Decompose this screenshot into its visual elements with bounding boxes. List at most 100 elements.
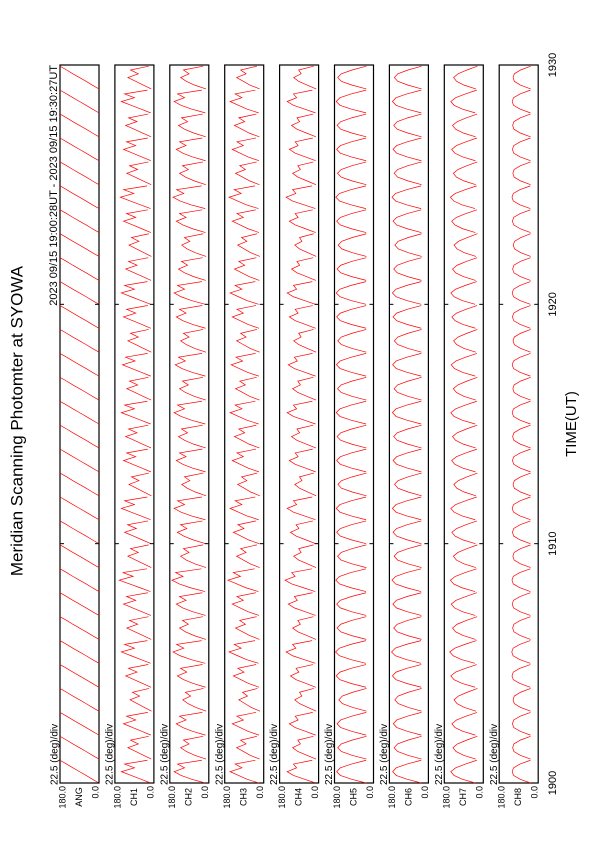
scan-trace <box>120 400 151 425</box>
scan-trace <box>285 185 316 209</box>
scan-trace <box>118 568 151 592</box>
scan-trace <box>175 448 206 473</box>
scan-trace <box>177 113 206 138</box>
scale-label: 22.5 (deg)/div <box>379 724 390 785</box>
scan-trace <box>335 664 367 688</box>
scan-trace <box>335 400 367 425</box>
x-axis-label: TIME(UT) <box>563 391 580 457</box>
scan-trace <box>511 281 531 305</box>
scan-trace <box>336 448 367 473</box>
panel-frame <box>59 64 100 784</box>
scan-trace <box>451 448 478 473</box>
scan-trace <box>173 400 206 425</box>
scan-trace <box>392 209 422 233</box>
scan-trace <box>392 520 422 545</box>
scan-trace <box>512 257 531 281</box>
y-tick-label: 180.0 <box>497 786 507 809</box>
channel-label: CH4 <box>293 788 303 806</box>
scan-trace <box>59 736 100 760</box>
scan-trace <box>128 233 152 257</box>
scan-trace <box>449 568 477 592</box>
scan-trace <box>124 424 152 449</box>
scan-trace <box>512 424 531 449</box>
scan-trace <box>294 233 317 257</box>
panel-frame <box>388 64 429 784</box>
scan-trace <box>229 400 259 425</box>
scan-trace <box>336 257 367 281</box>
scan-trace <box>228 185 259 209</box>
scan-trace <box>511 568 531 592</box>
y-tick-label: 180.0 <box>57 786 67 809</box>
scan-trace <box>236 233 260 257</box>
scan-trace <box>122 448 152 473</box>
scan-trace <box>59 257 100 281</box>
scan-trace <box>233 257 260 281</box>
scan-trace <box>179 329 207 353</box>
scan-trace <box>289 520 316 544</box>
scan-trace <box>335 640 367 664</box>
scan-trace <box>178 376 206 401</box>
scan-trace <box>285 640 316 664</box>
scan-trace <box>59 664 100 688</box>
scan-trace <box>336 113 367 138</box>
scan-trace <box>234 616 260 640</box>
scan-trace <box>451 712 478 736</box>
scan-trace <box>173 496 206 521</box>
scan-trace <box>175 209 206 233</box>
scan-trace <box>511 353 531 377</box>
scan-trace <box>59 329 100 353</box>
scan-trace <box>451 137 478 162</box>
scan-trace <box>120 640 151 664</box>
scan-trace <box>392 592 422 616</box>
scan-trace <box>59 712 100 736</box>
y-tick-label: 0.0 <box>310 786 320 799</box>
scan-trace <box>172 185 206 209</box>
scan-trace <box>392 353 422 377</box>
scan-trace <box>392 712 422 736</box>
scan-trace <box>231 305 260 329</box>
scan-trace <box>120 496 151 521</box>
scan-trace <box>234 161 260 185</box>
scan-trace <box>59 377 100 401</box>
scan-trace <box>288 305 316 329</box>
scan-trace <box>59 472 100 497</box>
scan-trace <box>393 376 422 401</box>
scan-trace <box>453 233 478 257</box>
scan-trace <box>392 448 422 473</box>
scale-label: 22.5 (deg)/div <box>269 724 280 785</box>
scan-trace <box>288 137 316 162</box>
scan-trace <box>337 376 367 401</box>
scan-trace <box>171 568 206 592</box>
scale-label: 22.5 (deg)/div <box>214 724 225 785</box>
scan-trace <box>59 568 100 592</box>
scan-trace <box>453 65 478 90</box>
y-tick-label: 180.0 <box>387 786 397 809</box>
scan-trace <box>288 448 316 473</box>
scan-trace <box>125 616 152 640</box>
scan-trace <box>231 592 260 616</box>
channel-label: CH3 <box>239 788 249 806</box>
scan-trace <box>512 520 531 544</box>
scan-trace <box>120 281 151 305</box>
panel-frame <box>169 64 210 784</box>
scan-trace <box>59 759 100 784</box>
scan-trace <box>59 616 100 640</box>
scan-trace <box>226 568 259 592</box>
panel-frame <box>114 64 155 784</box>
scan-trace <box>289 664 316 688</box>
channel-label: CH1 <box>129 788 139 806</box>
scan-trace <box>511 640 531 664</box>
scan-trace <box>124 113 152 138</box>
scan-trace <box>450 353 478 377</box>
panel-frame <box>498 64 539 784</box>
scan-trace <box>173 281 206 305</box>
scan-trace <box>336 592 367 616</box>
scan-trace <box>228 640 259 664</box>
scan-trace <box>122 137 152 162</box>
scan-trace <box>59 448 100 473</box>
chart-subtitle: 2023 09/15 19:00:28UT - 2023 09/15 19:30… <box>48 65 60 306</box>
channel-label: CH5 <box>348 788 358 806</box>
scan-trace <box>453 472 478 497</box>
y-tick-label: 0.0 <box>475 786 485 799</box>
scan-trace <box>335 568 367 592</box>
